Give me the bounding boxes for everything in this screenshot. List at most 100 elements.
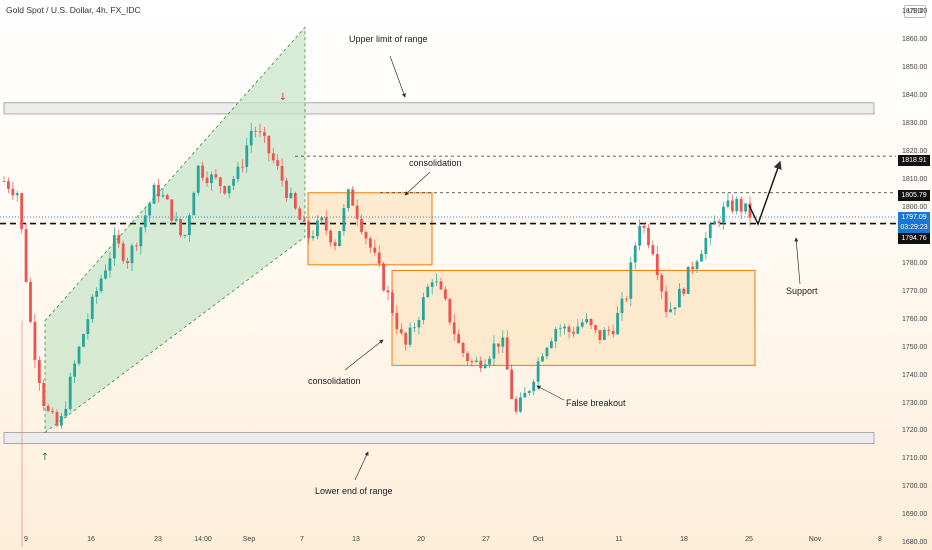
candle-body	[594, 325, 597, 331]
candle-body	[607, 329, 611, 332]
candle-body	[293, 192, 297, 209]
candle-body	[744, 203, 747, 212]
candle-body	[620, 298, 624, 313]
candle-body	[466, 353, 469, 362]
support-arrow	[794, 237, 801, 285]
y-tick-label: 1780.00	[902, 259, 928, 267]
false-breakout-arrow	[536, 385, 565, 401]
candle-body	[201, 165, 205, 178]
candle-body	[382, 263, 386, 291]
candle-body	[59, 416, 63, 426]
candle-body	[704, 237, 708, 254]
candle-body	[165, 195, 169, 200]
candle-body	[346, 189, 350, 209]
candle-body	[700, 253, 703, 262]
candle-body	[421, 297, 425, 321]
candle-body	[598, 330, 602, 340]
candle-body	[532, 381, 536, 392]
candle-body	[174, 218, 178, 221]
candle-body	[249, 130, 253, 146]
candle-body	[152, 184, 156, 204]
x-tick-label: 9	[24, 536, 28, 543]
candle-body	[82, 334, 85, 347]
candle-body	[77, 346, 81, 364]
candle-body	[479, 360, 483, 369]
candle-body	[686, 266, 690, 294]
candle-body	[452, 322, 456, 335]
candle-body	[695, 261, 699, 269]
projection-arrow	[748, 160, 782, 226]
y-tick-label: 1680.00	[902, 539, 928, 547]
candle-body	[148, 203, 152, 216]
candle-body	[541, 356, 544, 362]
consolidation-bottom-arrow	[344, 339, 384, 371]
y-tick-label: 1870.00	[902, 8, 928, 16]
x-tick-label: 16	[87, 536, 95, 543]
resistance-price-tag: 1805.79	[898, 190, 930, 201]
candle-body	[585, 318, 589, 323]
candle-body	[629, 262, 633, 299]
candle-body	[395, 312, 399, 330]
x-tick-label: Nov	[808, 536, 822, 543]
candle-body	[227, 185, 231, 194]
y-tick-label: 1860.00	[902, 36, 928, 44]
x-tick-label: 20	[417, 536, 425, 543]
candle-body	[210, 174, 213, 184]
candle-body	[735, 198, 739, 212]
y-tick-label: 1830.00	[902, 120, 928, 128]
candle-body	[183, 235, 187, 236]
candle-body	[364, 232, 368, 239]
y-tick-label: 1740.00	[902, 371, 928, 379]
x-tick-label: 25	[745, 536, 753, 543]
support-label: Support	[786, 286, 818, 296]
candle-body	[55, 412, 59, 426]
candle-body	[90, 296, 94, 320]
candle-body	[143, 215, 147, 228]
upper-limit-arrow	[389, 55, 406, 98]
candle-body	[324, 217, 328, 231]
candle-body	[276, 160, 280, 166]
candle-body	[660, 275, 664, 292]
candle-body	[112, 235, 116, 259]
candle-body	[413, 327, 416, 329]
candle-body	[673, 307, 677, 310]
candle-body	[373, 247, 377, 253]
candle-body	[329, 230, 333, 243]
candle-body	[130, 245, 134, 264]
support-price-tag: 1794.76	[898, 233, 930, 244]
candle-body	[139, 227, 143, 247]
candle-body	[7, 181, 10, 189]
candle-body	[302, 219, 306, 222]
candle-body	[677, 288, 681, 308]
x-tick-label: 14:00	[194, 536, 212, 543]
lower-end-arrow	[354, 451, 369, 481]
candle-body	[64, 408, 68, 417]
candle-body	[187, 215, 191, 236]
candle-body	[254, 130, 258, 132]
candle-body	[567, 326, 571, 332]
candle-body	[589, 318, 593, 326]
candle-body	[170, 199, 174, 221]
x-tick-label: 27	[482, 536, 490, 543]
candle-body	[647, 227, 650, 246]
candle-body	[42, 382, 46, 406]
candle-body	[730, 200, 734, 212]
candle-body	[33, 321, 37, 361]
candle-body	[726, 200, 730, 207]
candle-body	[501, 337, 505, 347]
candle-body	[576, 326, 580, 334]
candle-body	[232, 179, 235, 186]
candle-body	[470, 361, 474, 363]
y-tick-label: 1700.00	[902, 483, 928, 491]
candle-body	[399, 329, 403, 333]
y-tick-label: 1810.00	[902, 176, 928, 183]
candle-body	[51, 411, 54, 413]
candle-body	[655, 254, 659, 276]
candle-body	[223, 186, 227, 194]
candle-body	[307, 221, 310, 239]
currency-badge[interactable]: USD	[904, 5, 926, 18]
candle-body	[527, 391, 531, 393]
candle-body	[391, 292, 394, 313]
